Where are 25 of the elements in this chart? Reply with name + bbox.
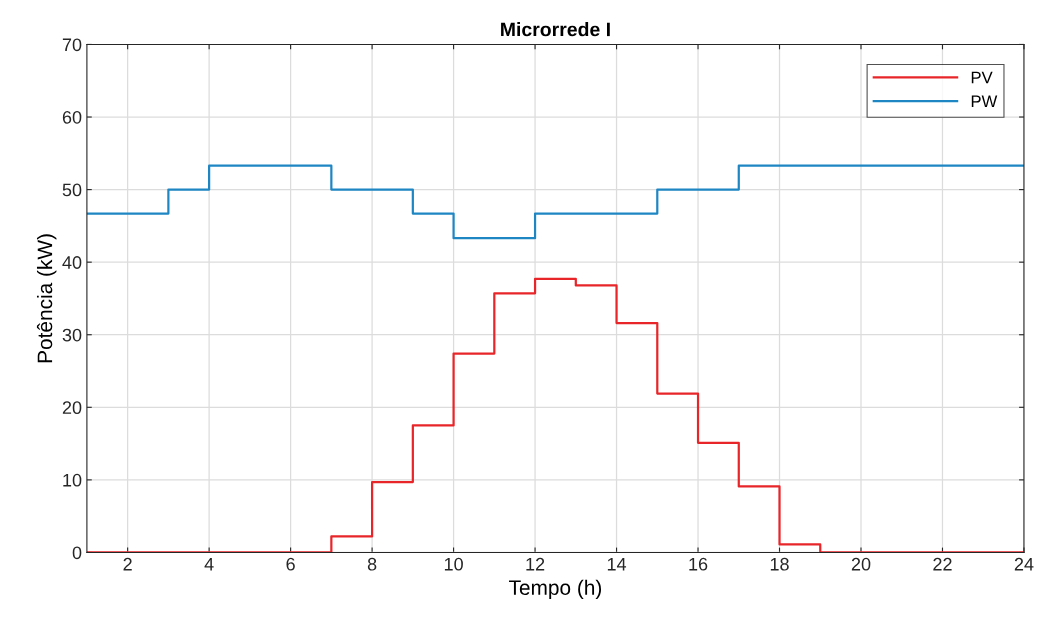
y-tick-label: 10 <box>63 473 82 487</box>
x-tick-label: 14 <box>607 557 627 571</box>
y-tick-label: 0 <box>72 546 82 560</box>
y-tick-label: 70 <box>62 38 82 52</box>
legend-label: PW <box>971 95 998 108</box>
y-axis-title: Potência (kW) <box>36 234 57 363</box>
chart-title: Microrrede I <box>501 22 610 37</box>
x-tick-label: 20 <box>851 557 871 571</box>
legend-label: PV <box>971 71 993 84</box>
x-axis-title: Tempo (h) <box>509 579 602 600</box>
x-tick-label: 16 <box>689 557 708 571</box>
x-tick-label: 10 <box>444 557 463 571</box>
x-tick-label: 8 <box>367 557 377 571</box>
y-tick-label: 20 <box>62 401 82 415</box>
x-tick-label: 18 <box>770 557 789 571</box>
y-tick-label: 60 <box>62 110 82 124</box>
x-tick-label: 22 <box>933 557 952 571</box>
x-tick-label: 6 <box>286 557 295 571</box>
y-tick-label: 50 <box>62 183 82 197</box>
y-tick-label: 30 <box>62 328 82 342</box>
x-tick-label: 2 <box>123 557 132 571</box>
x-tick-label: 4 <box>204 557 214 571</box>
x-tick-label: 12 <box>526 557 545 571</box>
y-tick-label: 40 <box>62 256 82 269</box>
x-tick-label: 24 <box>1014 557 1034 571</box>
